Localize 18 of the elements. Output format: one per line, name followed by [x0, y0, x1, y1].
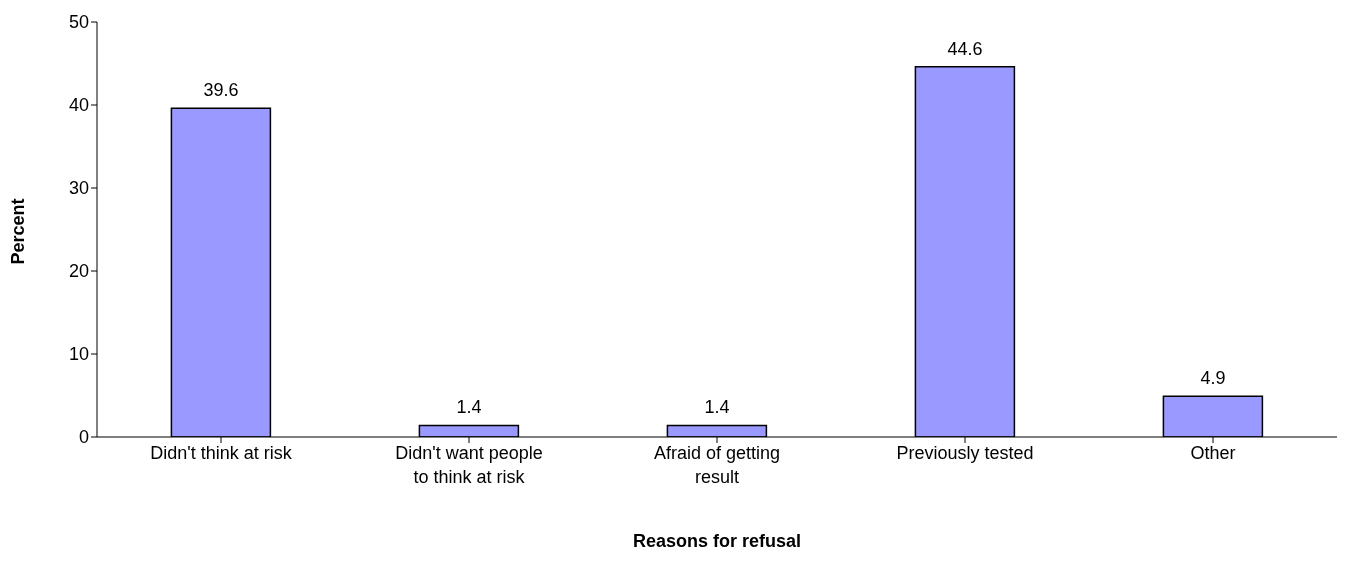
y-tick-label: 0: [78, 427, 89, 448]
x-tick-label: Previously tested: [896, 443, 1034, 463]
x-tick-label: Didn't think at risk: [150, 443, 293, 463]
y-tick-label: 50: [68, 12, 89, 33]
y-tick-label: 40: [68, 95, 89, 116]
data-label: 1.4: [456, 397, 482, 418]
data-label: 39.6: [203, 80, 239, 101]
y-tick-label: 30: [68, 178, 89, 199]
y-axis-title: Percent: [8, 198, 29, 265]
data-label: 1.4: [704, 397, 730, 418]
data-label: 44.6: [947, 38, 983, 59]
x-tick-label: Didn't want people to think at risk: [395, 443, 543, 487]
x-tick-label: Afraid of getting result: [653, 443, 781, 487]
x-tick-label: Other: [1190, 443, 1236, 463]
y-tick-label: 20: [68, 261, 89, 282]
y-tick-label: 10: [68, 344, 89, 365]
data-label: 4.9: [1200, 368, 1226, 389]
x-axis-title: Reasons for refusal: [632, 531, 802, 551]
